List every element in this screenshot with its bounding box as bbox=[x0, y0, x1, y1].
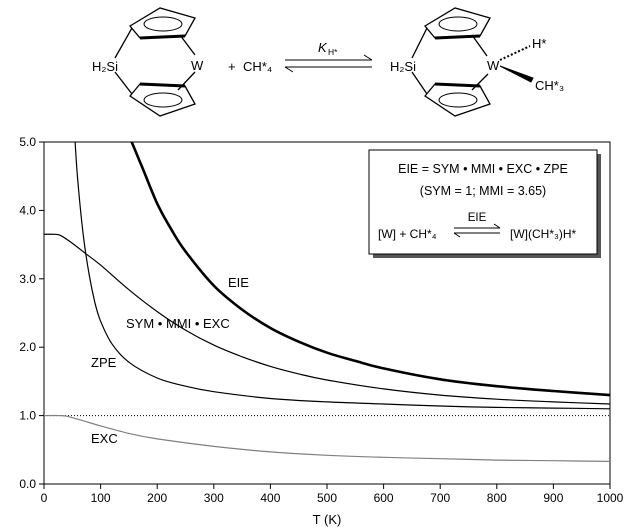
x-tick-label-400: 400 bbox=[260, 491, 280, 505]
inset-reaction-left: [W] + CH*₄ bbox=[378, 227, 437, 241]
product-si-label: H₂Si bbox=[390, 59, 416, 74]
equilibrium-constant-subscript: H* bbox=[328, 47, 338, 57]
equilibrium-constant-label: K bbox=[318, 40, 328, 55]
reactant-si-top-bond bbox=[114, 27, 133, 59]
y-tick-label-1: 1.0 bbox=[19, 409, 36, 423]
y-tick-label-2: 2.0 bbox=[19, 340, 36, 354]
x-axis-title: T (K) bbox=[313, 512, 342, 527]
product-cp-bottom-front bbox=[434, 82, 481, 88]
inset-box bbox=[368, 149, 598, 255]
x-tick-label-700: 700 bbox=[430, 491, 450, 505]
reactant-w-bottom-bond bbox=[177, 71, 196, 91]
product-cp-bottom-aromatic bbox=[438, 92, 478, 108]
reactant-cp-bottom-ring bbox=[129, 83, 196, 117]
methane-label: CH*₄ bbox=[243, 59, 272, 74]
product-w-bottom-bond bbox=[471, 73, 489, 91]
product-w-top-bond bbox=[471, 34, 488, 57]
product-structure bbox=[411, 7, 534, 117]
reactant-structure bbox=[114, 7, 196, 117]
y-tick-label-3: 3.0 bbox=[19, 272, 36, 286]
curve-label-exc: EXC bbox=[91, 431, 118, 446]
reactant-si-bottom-bond bbox=[114, 71, 133, 95]
x-tick-label-1000: 1000 bbox=[597, 491, 624, 505]
y-tick-label-4: 4.0 bbox=[19, 203, 36, 217]
inset-equilibrium-arrows bbox=[453, 223, 501, 238]
product-si-bottom-bond bbox=[411, 71, 428, 95]
reactant-cp-bottom-front bbox=[139, 82, 186, 88]
product-w-ch3-wedge-bond bbox=[499, 65, 534, 83]
series-line-zpe bbox=[74, 141, 611, 410]
series-line-eie bbox=[130, 141, 611, 397]
reactant-cp-top-front bbox=[139, 34, 186, 40]
product-si-top-bond bbox=[411, 27, 428, 59]
product-ch3-label: CH*₃ bbox=[535, 78, 564, 93]
equation-inset: EIE = SYM • MMI • EXC • ZPE (SYM = 1; MM… bbox=[368, 149, 601, 258]
product-cp-top-aromatic bbox=[438, 16, 478, 32]
x-tick-label-800: 800 bbox=[487, 491, 507, 505]
x-axis: 0 100 200 300 400 500 600 700 800 900 1000 bbox=[41, 484, 624, 505]
plus-sign: + bbox=[228, 59, 236, 74]
series-layer bbox=[43, 141, 611, 462]
series-line-exc bbox=[43, 414, 611, 462]
x-tick-label-600: 600 bbox=[374, 491, 394, 505]
x-tick-label-500: 500 bbox=[317, 491, 337, 505]
y-tick-label-0: 0.0 bbox=[19, 477, 36, 491]
curve-label-sym-mmi-exc: SYM • MMI • EXC bbox=[126, 316, 230, 331]
reactant-w-label: W bbox=[191, 58, 204, 73]
equilibrium-arrows bbox=[284, 54, 373, 73]
product-w-label: W bbox=[487, 58, 500, 73]
product-cp-top-ring bbox=[424, 7, 491, 39]
y-axis: 0.0 1.0 2.0 3.0 4.0 5.0 bbox=[19, 135, 44, 491]
inset-arrow-label: EIE bbox=[468, 212, 487, 224]
inset-reaction-right: [W](CH*₃)H* bbox=[510, 227, 577, 241]
chart: 0 100 200 300 400 500 600 700 800 900 1000 0.0 1.0 2… bbox=[19, 135, 623, 527]
series-line-sym-mmi-exc bbox=[43, 233, 611, 405]
inset-condition: (SYM = 1; MMI = 3.65) bbox=[420, 184, 546, 198]
reactant-si-label: H₂Si bbox=[92, 59, 118, 74]
product-w-h-hashed-bond bbox=[499, 45, 531, 61]
inset-equation: EIE = SYM • MMI • EXC • ZPE bbox=[398, 162, 568, 176]
product-h-label: H* bbox=[532, 36, 546, 51]
reactant-cp-top-aromatic bbox=[143, 16, 183, 32]
x-tick-label-0: 0 bbox=[41, 491, 48, 505]
y-tick-label-5: 5.0 bbox=[19, 135, 36, 149]
reactant-w-top-bond bbox=[179, 34, 196, 56]
x-tick-label-100: 100 bbox=[91, 491, 111, 505]
curve-label-zpe: ZPE bbox=[91, 355, 117, 370]
reaction-scheme: H₂Si W + CH*₄ K H* H₂Si W bbox=[92, 7, 564, 117]
product-cp-bottom-ring bbox=[424, 83, 491, 117]
x-tick-label-900: 900 bbox=[543, 491, 563, 505]
curve-label-eie: EIE bbox=[228, 275, 249, 290]
x-tick-label-300: 300 bbox=[204, 491, 224, 505]
reactant-cp-top-ring bbox=[129, 7, 196, 39]
reactant-cp-bottom-aromatic bbox=[143, 92, 183, 108]
x-tick-label-200: 200 bbox=[147, 491, 167, 505]
